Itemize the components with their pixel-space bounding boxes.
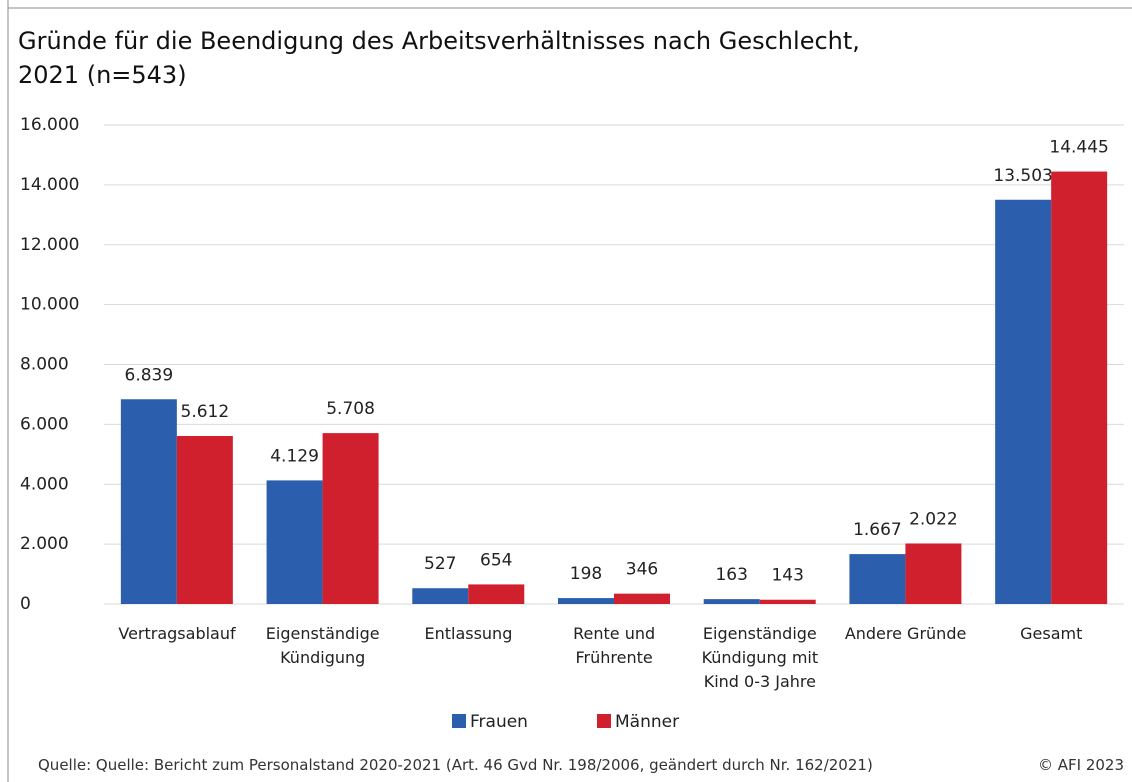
x-tick-label: Eigenständige Kündigung mit Kind 0-3 Jah… (701, 624, 819, 691)
y-tick-label: 8.000 (20, 355, 69, 375)
bar (759, 599, 816, 604)
bar (468, 584, 525, 604)
bar (849, 554, 906, 604)
bar (120, 399, 177, 604)
y-tick-label: 2.000 (20, 534, 69, 554)
source: Quelle: Quelle: Bericht zum Personalstan… (38, 756, 873, 774)
value-label: 163 (715, 565, 747, 585)
y-tick-label: 0 (20, 594, 31, 614)
bar (412, 588, 469, 604)
x-tick-label: Rente und Frührente (573, 624, 656, 667)
y-tick-label: 12.000 (20, 235, 79, 255)
chart-title: Gründe für die Beendigung des Arbeitsver… (18, 27, 860, 89)
value-label: 14.445 (1049, 138, 1108, 158)
bar (176, 435, 233, 604)
value-label: 527 (424, 554, 456, 574)
legend-label: Männer (615, 712, 679, 732)
y-tick-label: 16.000 (20, 115, 79, 135)
value-label: 6.839 (125, 365, 174, 385)
legend-swatch (597, 714, 611, 728)
x-tick-label: Entlassung (424, 624, 513, 643)
bar (266, 480, 323, 604)
value-label: 198 (570, 564, 602, 584)
value-label: 5.708 (326, 399, 375, 419)
y-tick-label: 6.000 (20, 414, 69, 434)
x-tick-label: Gesamt (1020, 624, 1083, 643)
y-tick-label: 10.000 (20, 295, 79, 315)
value-label: 1.667 (853, 520, 902, 540)
value-label: 4.129 (270, 446, 319, 466)
copyright: © AFI 2023 (1037, 756, 1124, 774)
legend-swatch (452, 714, 466, 728)
x-tick-label: Eigenständige Kündigung (265, 624, 380, 667)
bar (1051, 171, 1108, 605)
value-label: 13.503 (993, 166, 1052, 186)
bar (614, 593, 670, 604)
value-label: 5.612 (181, 402, 230, 422)
value-label: 346 (626, 560, 658, 580)
bar (995, 199, 1052, 604)
y-tick-label: 14.000 (20, 175, 79, 195)
bar (703, 599, 760, 604)
bar (322, 433, 379, 604)
bar (905, 543, 962, 604)
value-label: 654 (480, 550, 512, 570)
x-tick-label: Andere Gründe (844, 624, 967, 643)
x-tick-label: Vertragsablauf (118, 624, 236, 643)
value-label: 2.022 (909, 509, 958, 529)
y-tick-label: 4.000 (20, 474, 69, 494)
legend-label: Frauen (470, 712, 528, 732)
value-label: 143 (771, 566, 803, 586)
bar (558, 598, 614, 604)
